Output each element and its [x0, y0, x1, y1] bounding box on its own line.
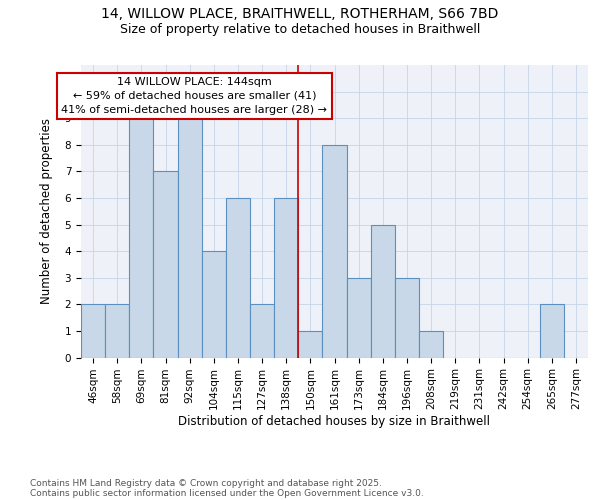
Bar: [105, 304, 129, 358]
Bar: [226, 198, 250, 358]
Bar: [274, 198, 298, 358]
Bar: [250, 304, 274, 358]
Bar: [298, 331, 322, 357]
Y-axis label: Number of detached properties: Number of detached properties: [40, 118, 53, 304]
Text: Size of property relative to detached houses in Braithwell: Size of property relative to detached ho…: [120, 22, 480, 36]
Bar: [202, 251, 226, 358]
Bar: [395, 278, 419, 357]
Text: Contains public sector information licensed under the Open Government Licence v3: Contains public sector information licen…: [30, 488, 424, 498]
Bar: [81, 304, 105, 358]
Bar: [154, 172, 178, 358]
Bar: [540, 304, 564, 358]
Bar: [322, 145, 347, 358]
Bar: [129, 118, 154, 358]
Bar: [178, 118, 202, 358]
Text: 14 WILLOW PLACE: 144sqm
← 59% of detached houses are smaller (41)
41% of semi-de: 14 WILLOW PLACE: 144sqm ← 59% of detache…: [61, 77, 328, 115]
Bar: [371, 224, 395, 358]
Text: Contains HM Land Registry data © Crown copyright and database right 2025.: Contains HM Land Registry data © Crown c…: [30, 478, 382, 488]
Bar: [419, 331, 443, 357]
Text: 14, WILLOW PLACE, BRAITHWELL, ROTHERHAM, S66 7BD: 14, WILLOW PLACE, BRAITHWELL, ROTHERHAM,…: [101, 8, 499, 22]
Bar: [347, 278, 371, 357]
X-axis label: Distribution of detached houses by size in Braithwell: Distribution of detached houses by size …: [179, 415, 491, 428]
